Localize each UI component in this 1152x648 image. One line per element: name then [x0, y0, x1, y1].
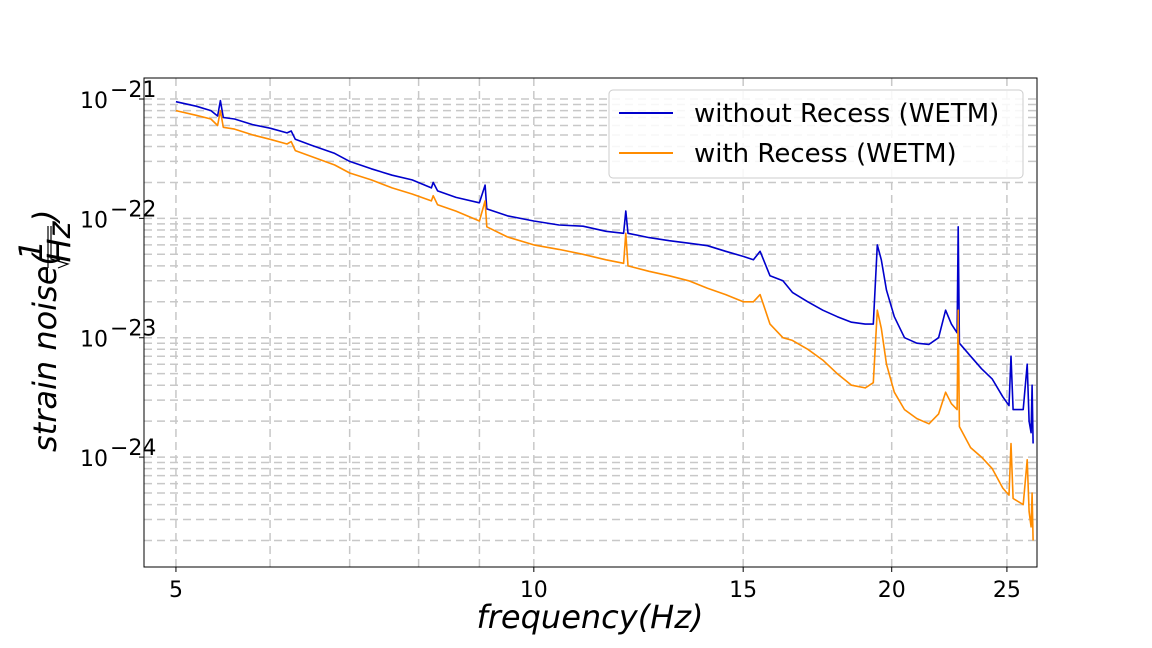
x-tick-label: 15 [729, 578, 757, 603]
y-tick-exponent: −24 [110, 436, 156, 461]
x-axis-ticks: 5 10 15 20 25 [169, 567, 1021, 603]
x-axis-label: frequency(Hz) [476, 598, 703, 636]
y-axis-label-sqrt-sign [50, 226, 70, 269]
legend-label-with-recess: with Recess (WETM) [694, 139, 957, 169]
series-line-without-recess [175, 99, 1034, 444]
y-axis-label-numerator: 1 [12, 240, 50, 260]
y-tick-label: 10 [80, 447, 108, 472]
x-tick-label: 10 [520, 578, 548, 603]
y-tick-exponent: −23 [110, 317, 156, 342]
x-tick-label: 25 [993, 578, 1021, 603]
y-tick-label: 10 [80, 89, 108, 114]
y-tick-label: 10 [80, 208, 108, 233]
y-axis-label-denominator: Hz [40, 220, 78, 262]
plot-frame [143, 77, 1038, 568]
y-tick-exponent: −22 [110, 197, 156, 222]
y-axis-label-close: ) [26, 210, 64, 224]
y-tick-exponent: −21 [110, 78, 156, 103]
legend-label-without-recess: without Recess (WETM) [694, 99, 999, 129]
legend: without Recess (WETM) with Recess (WETM) [608, 89, 1024, 179]
y-axis-label: strain noise( 1 Hz ) [12, 210, 78, 452]
series-lines [175, 99, 1034, 541]
x-tick-label: 5 [169, 578, 183, 603]
series-line-with-recess [175, 109, 1034, 541]
x-tick-label: 20 [878, 578, 906, 603]
y-axis-label-main: strain noise( [26, 252, 64, 452]
legend-box [608, 89, 1024, 179]
y-tick-label: 10 [80, 328, 108, 353]
